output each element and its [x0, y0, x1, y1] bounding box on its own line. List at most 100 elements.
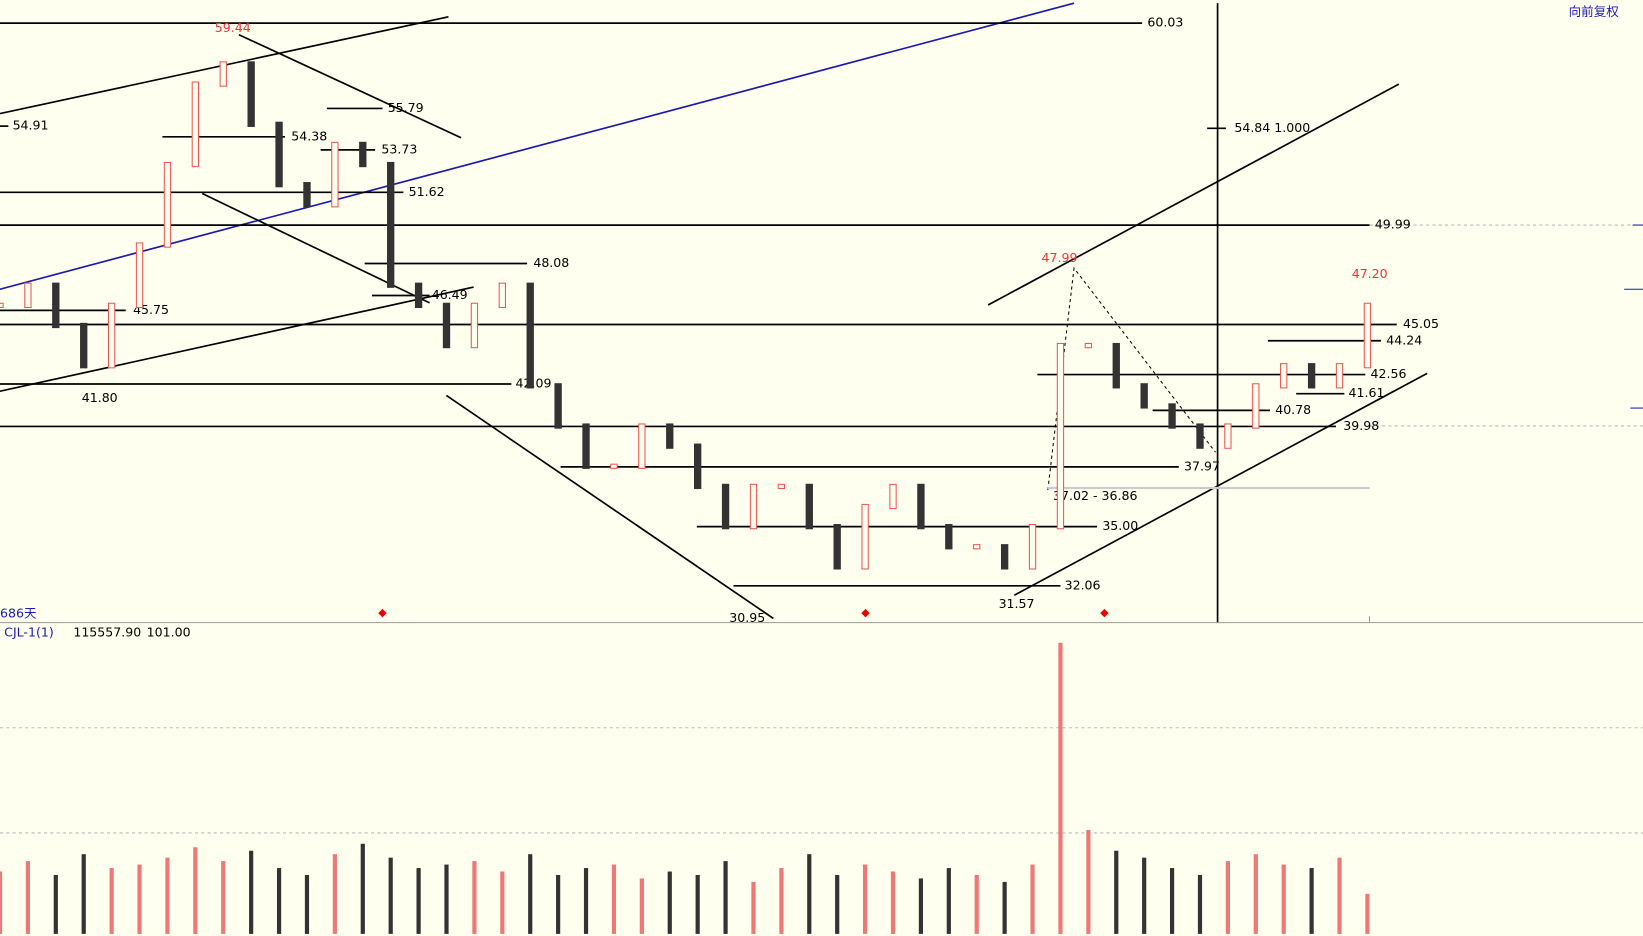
level-label: 49.99	[1375, 217, 1411, 232]
volume-bar	[667, 871, 672, 934]
volume-bar	[137, 864, 142, 934]
high-label: 59.44	[215, 20, 251, 35]
volume-bar	[695, 874, 700, 934]
low-label: 41.80	[82, 390, 118, 405]
candle	[442, 302, 451, 349]
candle	[833, 524, 841, 570]
volume-bar	[304, 874, 310, 934]
volume-bar	[249, 850, 254, 934]
fib-label: 54.84 1.000	[1234, 120, 1310, 135]
candle	[777, 483, 786, 490]
volume-bar	[1337, 857, 1342, 934]
level-label: 51.62	[409, 184, 445, 199]
candle	[80, 322, 88, 369]
low-label: 31.57	[999, 596, 1035, 611]
candle	[135, 242, 144, 308]
volume-bar	[1365, 893, 1370, 934]
dashed-path	[1047, 266, 1216, 491]
volume-bar	[835, 874, 840, 934]
volume-bar	[1002, 881, 1007, 934]
volume-bar	[472, 861, 477, 934]
volume-bar	[1058, 642, 1063, 934]
candle	[387, 161, 395, 288]
days-label: 686天	[0, 606, 37, 621]
candle	[470, 302, 479, 349]
trend-line	[445, 394, 774, 620]
candle	[1000, 544, 1009, 570]
candle	[275, 121, 283, 188]
volume-bar	[276, 868, 282, 934]
level-label: 37.97	[1184, 458, 1220, 473]
volume-bar	[1197, 874, 1203, 934]
volume-bar	[0, 871, 3, 934]
volume-bar	[500, 871, 505, 934]
trend-line	[238, 33, 462, 139]
candle	[1224, 423, 1232, 449]
candle	[247, 61, 255, 127]
trend-line	[0, 286, 474, 393]
candle	[0, 302, 4, 308]
volume-bar	[1086, 829, 1091, 934]
candle	[666, 423, 674, 449]
volume-bar	[918, 878, 924, 934]
level-label: 32.06	[1065, 577, 1101, 592]
level-label: 45.05	[1403, 316, 1439, 331]
trend-line	[987, 83, 1400, 306]
level-label: 44.24	[1386, 332, 1422, 347]
volume-bar	[165, 857, 170, 934]
volume-bar	[946, 868, 951, 934]
indicator-name[interactable]: CJL-1(1)	[4, 625, 54, 640]
candle	[303, 182, 311, 208]
candle	[721, 483, 730, 530]
candle	[1084, 342, 1093, 349]
candle	[610, 463, 618, 469]
candle	[191, 81, 200, 168]
level-label: 41.61	[1349, 385, 1385, 400]
candle	[1028, 524, 1037, 570]
candle	[359, 141, 367, 168]
volume-bar	[807, 854, 812, 934]
restore-button[interactable]: 向前复权	[1569, 4, 1620, 19]
volume-bar	[1114, 850, 1119, 934]
level-label: 35.00	[1102, 518, 1138, 533]
volume-bar	[53, 874, 58, 934]
volume-bar	[863, 864, 868, 934]
candle	[638, 423, 646, 469]
volume-bar	[1225, 861, 1230, 934]
volume-bar	[81, 854, 86, 934]
level-label: 55.79	[388, 100, 424, 115]
volume-bar	[528, 854, 533, 934]
volume-bar	[723, 861, 728, 934]
candle	[414, 282, 423, 308]
trend-line	[0, 2, 1075, 291]
trend-line	[201, 192, 430, 304]
candle	[554, 383, 562, 429]
level-label: 46.49	[432, 287, 468, 302]
level-label: 39.98	[1343, 418, 1379, 433]
volume-bar	[332, 854, 337, 934]
volume-bar	[221, 861, 226, 934]
candle	[805, 483, 813, 530]
level-label: 40.78	[1275, 402, 1311, 417]
candle	[1252, 383, 1260, 429]
candle	[749, 483, 758, 530]
volume-bar	[360, 843, 365, 934]
volume-bar	[388, 857, 393, 934]
volume-bar	[109, 868, 114, 934]
volume-bar	[1030, 864, 1035, 934]
volume-bar	[556, 874, 561, 934]
level-label: 42.56	[1371, 366, 1407, 381]
candle	[973, 544, 981, 550]
volume-bar	[25, 861, 31, 934]
candle	[163, 161, 172, 248]
candle	[917, 483, 925, 530]
candle	[1112, 342, 1120, 389]
candle	[1168, 403, 1176, 429]
candle	[219, 61, 227, 87]
indicator-ratio: 101.00	[147, 625, 191, 640]
volume-bar	[1169, 868, 1175, 934]
volume-bar	[444, 864, 449, 934]
candle	[1196, 423, 1204, 449]
level-label: 54.91	[13, 118, 49, 133]
